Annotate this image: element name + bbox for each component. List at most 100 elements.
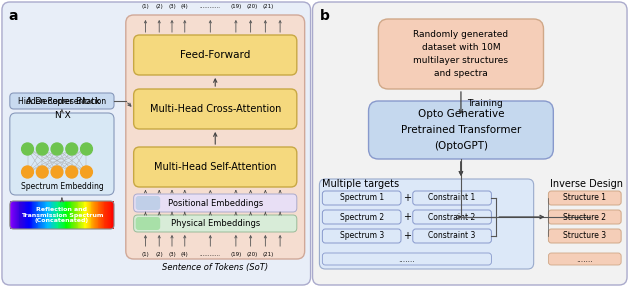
Circle shape — [66, 143, 77, 155]
Bar — [103, 201, 104, 229]
Bar — [97, 201, 99, 229]
Circle shape — [66, 166, 77, 178]
Bar — [18, 201, 19, 229]
Bar — [92, 201, 93, 229]
Bar — [41, 201, 42, 229]
Bar — [12, 201, 14, 229]
Bar — [63, 201, 65, 229]
Text: +: + — [403, 212, 411, 222]
Bar — [38, 201, 39, 229]
Text: Structure 2: Structure 2 — [563, 212, 606, 222]
Text: +: + — [403, 231, 411, 241]
Text: (3): (3) — [168, 4, 176, 9]
Text: Multi-Head Self-Attention: Multi-Head Self-Attention — [154, 162, 276, 172]
FancyBboxPatch shape — [548, 191, 621, 205]
Bar — [74, 201, 76, 229]
Circle shape — [81, 166, 92, 178]
Text: .......: ....... — [577, 255, 593, 263]
Text: +: + — [403, 193, 411, 203]
FancyBboxPatch shape — [548, 253, 621, 265]
Bar — [92, 201, 93, 229]
Bar — [67, 201, 68, 229]
Bar — [76, 201, 77, 229]
Bar — [90, 201, 91, 229]
Bar — [84, 201, 85, 229]
Bar — [26, 201, 28, 229]
Bar — [46, 201, 47, 229]
Bar — [35, 201, 36, 229]
Text: Multiple targets: Multiple targets — [323, 179, 399, 189]
Circle shape — [81, 143, 92, 155]
Bar — [10, 201, 11, 229]
Bar — [61, 201, 63, 229]
Bar — [72, 201, 74, 229]
Bar — [107, 201, 108, 229]
FancyBboxPatch shape — [323, 191, 401, 205]
Bar — [14, 201, 15, 229]
Bar — [55, 201, 56, 229]
Bar — [56, 201, 57, 229]
Bar — [12, 201, 13, 229]
Bar — [21, 201, 22, 229]
Bar — [43, 201, 44, 229]
Bar — [11, 201, 12, 229]
Bar — [51, 201, 52, 229]
Text: a: a — [9, 9, 19, 23]
FancyBboxPatch shape — [413, 229, 492, 243]
Bar — [86, 201, 88, 229]
Text: Spectrum Embedding: Spectrum Embedding — [20, 182, 103, 191]
Bar — [81, 201, 83, 229]
Bar — [33, 201, 34, 229]
Circle shape — [51, 143, 63, 155]
Bar — [16, 201, 17, 229]
Bar — [83, 201, 84, 229]
Bar — [102, 201, 103, 229]
Bar — [70, 201, 72, 229]
Text: (2): (2) — [156, 252, 163, 257]
Bar — [20, 201, 22, 229]
FancyBboxPatch shape — [2, 2, 310, 285]
Bar — [94, 201, 95, 229]
Text: Spectrum 2: Spectrum 2 — [340, 212, 384, 222]
Bar — [106, 201, 107, 229]
Bar — [111, 201, 113, 229]
Bar — [27, 201, 29, 229]
Bar — [104, 201, 105, 229]
Bar — [33, 201, 35, 229]
Bar — [22, 201, 23, 229]
FancyBboxPatch shape — [319, 179, 534, 269]
Bar — [30, 201, 31, 229]
Bar — [19, 201, 20, 229]
Bar — [47, 201, 49, 229]
Circle shape — [22, 143, 33, 155]
Bar — [88, 201, 90, 229]
Text: Spectrum 1: Spectrum 1 — [340, 193, 384, 203]
FancyBboxPatch shape — [369, 101, 554, 159]
Bar — [111, 201, 112, 229]
Bar — [45, 201, 47, 229]
Bar — [40, 201, 42, 229]
Text: (20): (20) — [247, 252, 258, 257]
FancyBboxPatch shape — [413, 191, 492, 205]
Bar — [23, 201, 24, 229]
Text: ............: ............ — [200, 4, 221, 9]
Bar — [113, 201, 115, 229]
Bar — [49, 201, 51, 229]
Bar — [77, 201, 79, 229]
Bar — [70, 201, 71, 229]
FancyBboxPatch shape — [134, 35, 297, 75]
Bar — [96, 201, 97, 229]
Text: (4): (4) — [181, 4, 189, 9]
Bar — [104, 201, 106, 229]
Bar — [85, 201, 86, 229]
Circle shape — [51, 166, 63, 178]
FancyBboxPatch shape — [323, 210, 401, 224]
Bar — [93, 201, 95, 229]
Bar — [79, 201, 81, 229]
Text: Training: Training — [467, 98, 502, 108]
Bar — [13, 201, 15, 229]
Text: (21): (21) — [262, 252, 274, 257]
Bar — [99, 201, 100, 229]
Bar — [87, 201, 88, 229]
FancyBboxPatch shape — [548, 229, 621, 243]
